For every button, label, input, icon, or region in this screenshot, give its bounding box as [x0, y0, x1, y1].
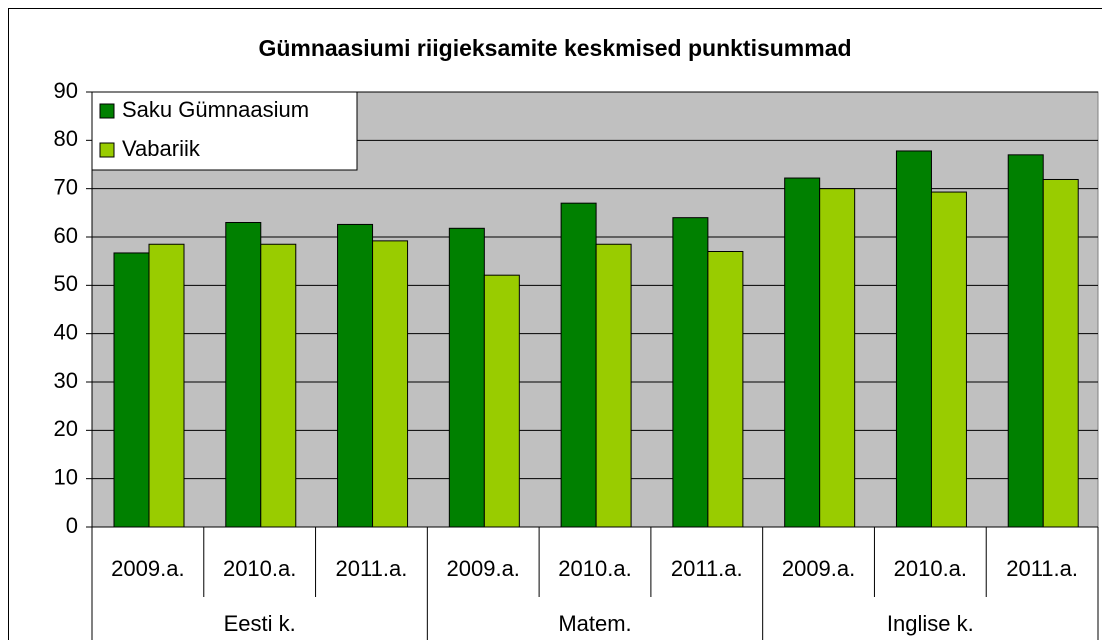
legend-label: Saku Gümnaasium	[122, 97, 309, 122]
x-tick-label: 2010.a.	[894, 556, 967, 581]
bar	[560, 202, 597, 528]
group-label: Matem.	[558, 611, 631, 636]
y-tick-label: 10	[54, 464, 78, 489]
bar	[707, 251, 744, 528]
legend-label: Vabariik	[122, 136, 201, 161]
bar	[225, 222, 262, 528]
x-tick-label: 2009.a.	[447, 556, 520, 581]
group-label: Eesti k.	[224, 611, 296, 636]
x-tick-label: 2009.a.	[111, 556, 184, 581]
y-tick-label: 0	[66, 513, 78, 538]
x-tick-label: 2011.a.	[336, 556, 408, 581]
x-tick-label: 2010.a.	[558, 556, 631, 581]
bar	[819, 188, 856, 528]
y-tick-label: 80	[54, 126, 78, 151]
x-tick-label: 2009.a.	[782, 556, 855, 581]
bar	[595, 243, 632, 528]
x-tick-label: 2010.a.	[223, 556, 296, 581]
bar	[672, 217, 709, 528]
bar	[930, 191, 967, 528]
bar	[260, 243, 297, 528]
bar	[337, 223, 374, 528]
y-tick-label: 30	[54, 368, 78, 393]
bar	[372, 240, 409, 528]
y-tick-label: 20	[54, 416, 78, 441]
bar	[448, 227, 485, 528]
bar	[1007, 154, 1044, 528]
bar	[113, 252, 150, 528]
y-tick-label: 40	[54, 319, 78, 344]
y-tick-label: 90	[54, 78, 78, 103]
x-tick-label: 2011.a.	[1006, 556, 1078, 581]
bar	[483, 274, 520, 528]
bar	[148, 243, 185, 528]
legend-swatch	[99, 142, 115, 158]
legend	[91, 91, 358, 171]
bar	[895, 150, 932, 528]
y-tick-label: 50	[54, 271, 78, 296]
chart-title: Gümnaasiumi riigieksamite keskmised punk…	[258, 35, 851, 61]
bar	[784, 177, 821, 528]
y-tick-label: 60	[54, 223, 78, 248]
x-tick-label: 2011.a.	[671, 556, 743, 581]
bar	[1042, 178, 1079, 528]
legend-swatch	[99, 103, 115, 119]
y-tick-label: 70	[54, 174, 78, 199]
group-label: Inglise k.	[887, 611, 974, 636]
